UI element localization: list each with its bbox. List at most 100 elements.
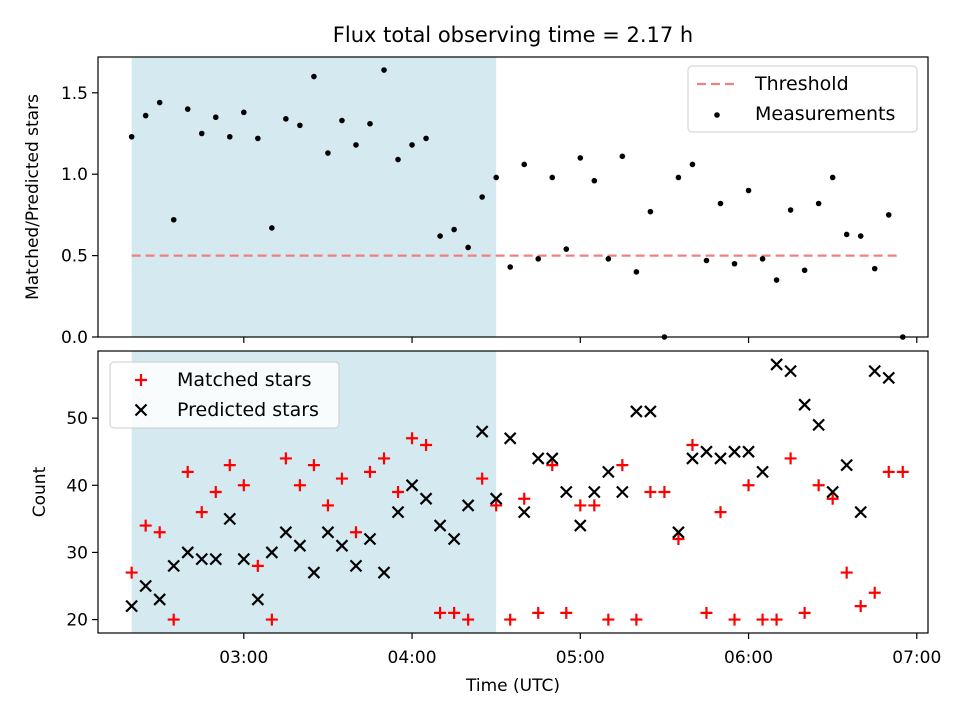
- matched-star-point: [448, 606, 461, 619]
- matched-star-point: [672, 533, 685, 545]
- matched-star-point: [700, 606, 713, 619]
- top-x-ticks: [243, 337, 918, 343]
- matched-star-point: [490, 499, 503, 512]
- measurement-point: [885, 212, 892, 218]
- legend-measurements-label: Measurements: [755, 103, 895, 125]
- matched-star-point: [321, 499, 334, 512]
- count-points: [125, 358, 909, 626]
- legend-measurements-swatch: [714, 112, 720, 118]
- measurement-point: [493, 174, 499, 181]
- matched-star-point: [560, 606, 573, 619]
- top-y-ticks: 0.0 0.5 1.0 1.5: [61, 84, 98, 348]
- predicted-star-point: [756, 465, 769, 479]
- x-axis-label: Time (UTC): [465, 676, 560, 696]
- measurement-point: [170, 216, 177, 223]
- matched-star-point: [363, 465, 376, 478]
- predicted-star-point: [321, 526, 335, 539]
- measurement-point: [226, 133, 233, 140]
- matched-star-point: [812, 479, 825, 492]
- matched-star-point: [714, 506, 727, 519]
- y-tick-label: 50: [66, 409, 88, 429]
- measurement-point: [675, 174, 682, 181]
- measurement-point: [198, 130, 205, 137]
- predicted-star-point: [714, 452, 727, 465]
- matched-star-point: [588, 499, 601, 512]
- predicted-star-point: [209, 552, 223, 566]
- predicted-star-point: [223, 512, 237, 526]
- measurement-point: [423, 135, 429, 142]
- x-tick-label: 07:00: [892, 648, 941, 668]
- matched-star-point: [139, 519, 152, 532]
- predicted-star-point: [349, 559, 363, 573]
- predicted-star-point: [363, 532, 377, 546]
- bottom-x-ticks: 03:00 04:00 05:00 06:00 07:00: [219, 633, 941, 668]
- legend-threshold-label: Threshold: [754, 73, 849, 95]
- matched-star-point: [616, 459, 629, 472]
- y-tick-label: 40: [66, 476, 88, 496]
- predicted-star-point: [517, 505, 531, 519]
- measurement-point: [591, 177, 598, 184]
- x-tick-label: 04:00: [388, 648, 437, 668]
- matched-star-point: [237, 479, 250, 492]
- matched-star-point: [504, 613, 517, 626]
- legend-predicted-swatch: [134, 403, 148, 417]
- matched-star-point: [195, 506, 208, 519]
- predicted-star-point: [644, 405, 657, 418]
- matched-star-point: [293, 479, 306, 492]
- legend-predicted-label: Predicted stars: [177, 399, 319, 421]
- measurement-point: [128, 133, 135, 140]
- matched-star-point: [658, 486, 671, 498]
- predicted-star-point: [251, 593, 265, 606]
- matched-star-point: [630, 613, 643, 626]
- measurement-point: [325, 150, 331, 156]
- top-panel: 0.0 0.5 1.0 1.5 Matched/Predicted stars Thr…: [23, 56, 929, 348]
- measurement-point: [507, 264, 513, 270]
- measurement-point: [745, 187, 752, 194]
- bottom-legend: Matched stars Predicted stars: [109, 361, 340, 429]
- matched-star-point: [896, 465, 909, 478]
- predicted-star-point: [419, 492, 433, 505]
- matched-star-point: [420, 439, 433, 451]
- predicted-star-point: [503, 432, 517, 445]
- measurement-point: [395, 156, 401, 163]
- predicted-star-point: [700, 445, 713, 458]
- measurement-point: [535, 256, 542, 262]
- predicted-star-point: [489, 492, 503, 505]
- x-tick-label: 03:00: [219, 648, 268, 668]
- legend-matched-swatch: [135, 374, 147, 386]
- predicted-star-point: [181, 546, 195, 559]
- predicted-star-point: [686, 452, 699, 465]
- matched-star-point: [756, 613, 769, 626]
- measurement-point: [255, 135, 261, 142]
- predicted-star-point: [826, 485, 839, 499]
- measurement-point: [703, 257, 710, 264]
- predicted-star-point: [167, 559, 180, 573]
- matched-star-point: [854, 600, 867, 613]
- predicted-star-point: [545, 452, 559, 465]
- y-tick-label: 0.0: [61, 328, 88, 348]
- predicted-star-point: [602, 465, 615, 479]
- y-tick-label: 0.5: [61, 247, 88, 267]
- predicted-star-point: [405, 479, 419, 492]
- matched-star-point: [826, 492, 839, 505]
- measurement-point: [843, 231, 850, 238]
- bottom-axes-frame: [97, 350, 929, 634]
- chart-title: Flux total observing time = 2.17 h: [333, 23, 693, 47]
- measurement-points: [128, 67, 906, 340]
- matched-star-point: [840, 566, 853, 579]
- matched-star-point: [462, 613, 475, 626]
- measurement-point: [787, 207, 794, 213]
- top-y-axis-label: Matched/Predicted stars: [23, 94, 43, 300]
- measurement-point: [381, 67, 387, 73]
- measurement-point: [409, 142, 415, 148]
- predicted-star-point: [293, 539, 307, 552]
- measurement-point: [311, 73, 317, 80]
- measurement-point: [212, 114, 219, 121]
- predicted-star-point: [125, 599, 138, 613]
- x-tick-label: 06:00: [724, 648, 773, 668]
- measurement-point: [437, 233, 443, 239]
- measurement-point: [815, 200, 822, 207]
- predicted-star-point: [854, 505, 867, 519]
- measurement-point: [142, 112, 149, 119]
